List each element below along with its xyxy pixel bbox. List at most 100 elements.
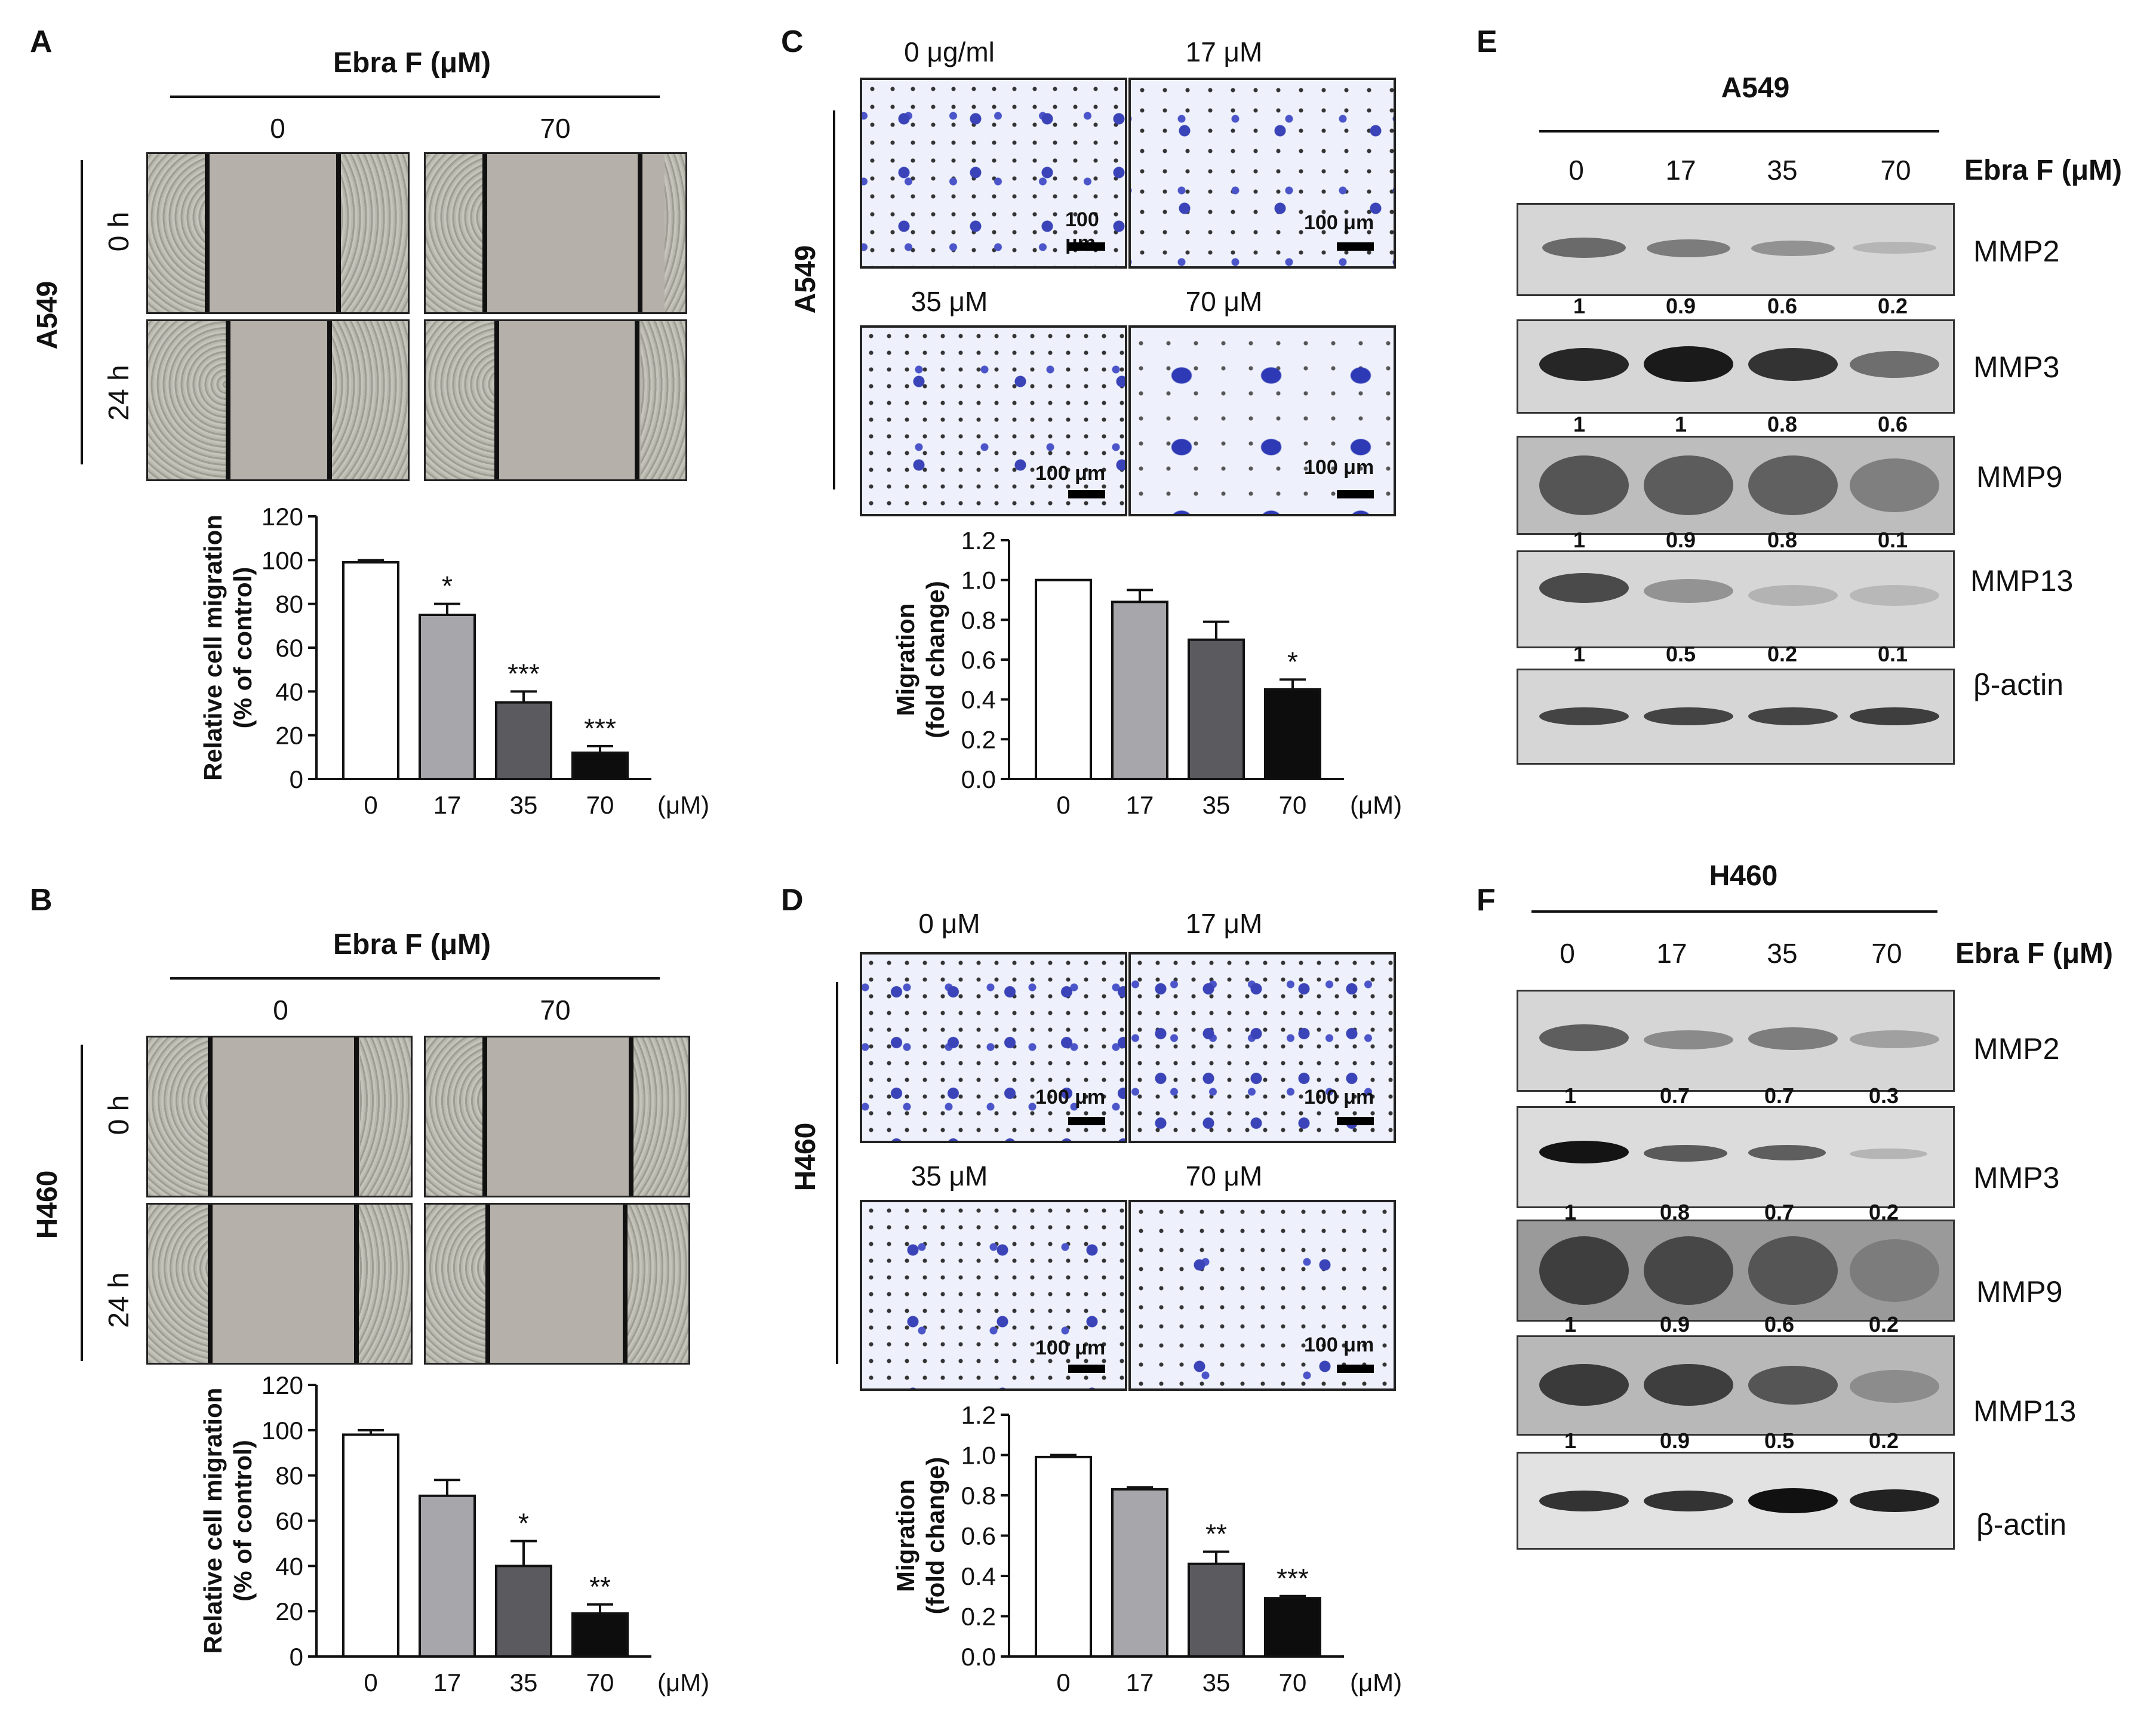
- wound-a-image-70-0h: [424, 152, 687, 314]
- x-tick-label: 70: [586, 1668, 614, 1696]
- wound-a-image-0-24h: [146, 319, 410, 481]
- trans-d-side-line: [836, 982, 838, 1364]
- bar-17: [419, 1494, 476, 1658]
- wound-a-side-line: [81, 160, 83, 464]
- trans-d-label-17: 17 μM: [1185, 908, 1263, 939]
- wound-b-image-0-24h: [146, 1203, 413, 1365]
- trans-d-image-35: 100 μm: [860, 1200, 1127, 1391]
- panel-label-a: A: [30, 24, 53, 59]
- scale-bar: [1337, 242, 1374, 251]
- x-unit-label: (μM): [657, 791, 709, 819]
- y-tick-label: 40: [275, 1552, 303, 1580]
- scale-bar: [1068, 1365, 1105, 1373]
- scale-bar: [1337, 1117, 1374, 1125]
- scale-bar: [1337, 490, 1374, 498]
- bar-70: [1264, 688, 1321, 780]
- blot-f-title-line: [1531, 910, 1937, 913]
- significance-label: ***: [508, 658, 540, 689]
- y-tick-label: 20: [275, 1597, 303, 1625]
- panel-label-e: E: [1477, 24, 1497, 59]
- trans-c-side-line: [833, 110, 835, 489]
- y-tick-label: 100: [262, 546, 303, 574]
- x-tick-label: 35: [510, 1668, 538, 1696]
- bar-17: [419, 614, 476, 780]
- wound-b-side-line: [81, 1045, 83, 1361]
- chart-c: 0.0 0.2 0.4 0.6 0.8 1.0 1.2 Migration (fold chan…: [891, 526, 1402, 819]
- bar-0: [342, 1433, 399, 1658]
- blot-e-mmp13: [1517, 550, 1955, 648]
- blot-e-mmp13-q3: 0.1: [1877, 642, 1908, 666]
- y-tick-label: 1.0: [961, 566, 996, 595]
- blot-f-dose-35: 35: [1767, 938, 1798, 969]
- blot-f-dose-70: 70: [1871, 938, 1902, 969]
- blot-f-mmp2-q1: 0.7: [1659, 1083, 1690, 1108]
- blot-e-protein-mmp9: MMP9: [1976, 460, 2063, 494]
- blot-f-protein-mmp13: MMP13: [1973, 1394, 2077, 1428]
- blot-e-protein-actin: β-actin: [1973, 668, 2064, 701]
- y-axis-title-line: (fold change): [921, 1457, 949, 1615]
- y-tick-label: 100: [262, 1417, 303, 1445]
- trans-d-cell-line: H460: [790, 1122, 822, 1191]
- y-tick-label: 0: [290, 765, 303, 793]
- blot-f-treatment: Ebra F (μM): [1955, 938, 2114, 969]
- blot-f-mmp2-q0: 1: [1564, 1083, 1577, 1108]
- x-tick-label: 35: [510, 791, 538, 819]
- wound-a-row-24h: 24 h: [103, 365, 135, 421]
- blot-f-mmp13-q3: 0.2: [1868, 1428, 1899, 1453]
- trans-d-label-0: 0 μM: [918, 908, 980, 939]
- bar-70: [1264, 1597, 1321, 1658]
- x-tick-label: 17: [1126, 1668, 1154, 1696]
- blot-e-mmp3-q1: 1: [1674, 412, 1687, 436]
- trans-c-image-17: 100 μm: [1128, 78, 1396, 269]
- scale-bar: [1337, 1365, 1374, 1373]
- x-tick-label: 17: [433, 1668, 462, 1696]
- blot-e-mmp9-q1: 0.9: [1665, 528, 1696, 552]
- blot-f-dose-0: 0: [1560, 938, 1575, 969]
- bar-35: [495, 1565, 552, 1658]
- wound-b-col-0: 0: [273, 994, 288, 1026]
- blot-e-mmp3-q0: 1: [1573, 412, 1586, 436]
- blot-e-protein-mmp13: MMP13: [1970, 564, 2074, 598]
- y-axis-title: Migration (fold change): [891, 581, 949, 738]
- blot-e-treatment: Ebra F (μM): [1964, 155, 2123, 186]
- blot-e-mmp9-q3: 0.1: [1877, 528, 1908, 552]
- y-tick-label: 0.2: [961, 725, 996, 753]
- wound-a-header-line: [170, 96, 660, 98]
- trans-d-label-70: 70 μM: [1185, 1160, 1263, 1191]
- x-tick-label: 35: [1202, 1668, 1231, 1696]
- trans-c-image-0: 100 μm: [860, 78, 1127, 269]
- x-tick-label: 17: [1126, 791, 1154, 819]
- blot-e-mmp3-q3: 0.6: [1877, 412, 1908, 436]
- wound-b-row-24h: 24 h: [103, 1272, 135, 1328]
- blot-f-mmp9-q3: 0.2: [1868, 1312, 1899, 1337]
- y-tick-label: 0.0: [961, 765, 996, 793]
- y-axis-title-line: (% of control): [229, 567, 257, 729]
- blot-e-title-line: [1539, 130, 1939, 133]
- blot-f-mmp3: [1517, 1106, 1955, 1208]
- panel-label-b: B: [30, 883, 53, 917]
- y-tick-label: 0.6: [961, 646, 996, 674]
- blot-e-mmp2-q2: 0.6: [1767, 294, 1798, 318]
- blot-f-mmp2: [1517, 990, 1955, 1092]
- significance-label: **: [1205, 1519, 1227, 1550]
- y-tick-label: 0: [290, 1643, 303, 1671]
- y-tick-label: 0.8: [961, 1482, 996, 1510]
- y-tick-label: 0.2: [961, 1603, 996, 1631]
- blot-e-mmp2-q0: 1: [1573, 294, 1586, 318]
- blot-e-protein-mmp3: MMP3: [1973, 350, 2060, 384]
- significance-label: ***: [584, 713, 616, 744]
- blot-f-mmp9-q0: 1: [1564, 1312, 1577, 1337]
- wound-a-header: Ebra F (μM): [333, 47, 491, 79]
- trans-c-cell-line: A549: [790, 245, 822, 314]
- blot-e-dose-0: 0: [1568, 155, 1584, 186]
- x-tick-label: 70: [1279, 1668, 1307, 1696]
- panel-label-c: C: [781, 24, 804, 59]
- bar-0: [1035, 1455, 1092, 1658]
- blot-e-title: A549: [1721, 72, 1790, 104]
- y-tick-label: 40: [275, 678, 303, 706]
- blot-f-protein-mmp9: MMP9: [1976, 1275, 2063, 1308]
- x-tick-label: 35: [1202, 791, 1231, 819]
- trans-c-image-35: 100 μm: [860, 325, 1127, 516]
- wound-a-col-70: 70: [540, 113, 571, 144]
- wound-b-image-70-24h: [424, 1203, 690, 1365]
